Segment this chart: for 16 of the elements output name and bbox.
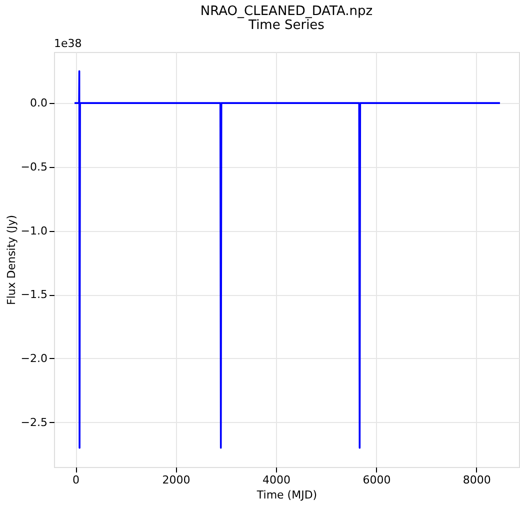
- y-tick-label: −0.5: [20, 160, 48, 174]
- x-tick-label: 6000: [362, 474, 391, 486]
- x-tick-label: 8000: [462, 474, 491, 486]
- text: 1e38: [54, 37, 82, 50]
- y-axis-title: Flux Density (Jy): [4, 214, 18, 306]
- y-tick-label: −1.5: [20, 288, 48, 302]
- y-tick-label: −1.0: [20, 224, 48, 238]
- chart-title: NRAO_CLEANED_DATA.npz: [200, 4, 373, 19]
- y-tick-label: −2.5: [20, 416, 48, 429]
- x-axis-title: Time (MJD): [256, 488, 318, 502]
- x-tick-label: 2000: [162, 474, 190, 486]
- y-tick-label: 0.0: [30, 96, 48, 110]
- x-tick-label: 4000: [262, 474, 290, 486]
- y-tick-label: −2.0: [20, 352, 48, 365]
- chart-subtitle: Time Series: [248, 18, 325, 33]
- x-tick-label: 0: [72, 474, 80, 486]
